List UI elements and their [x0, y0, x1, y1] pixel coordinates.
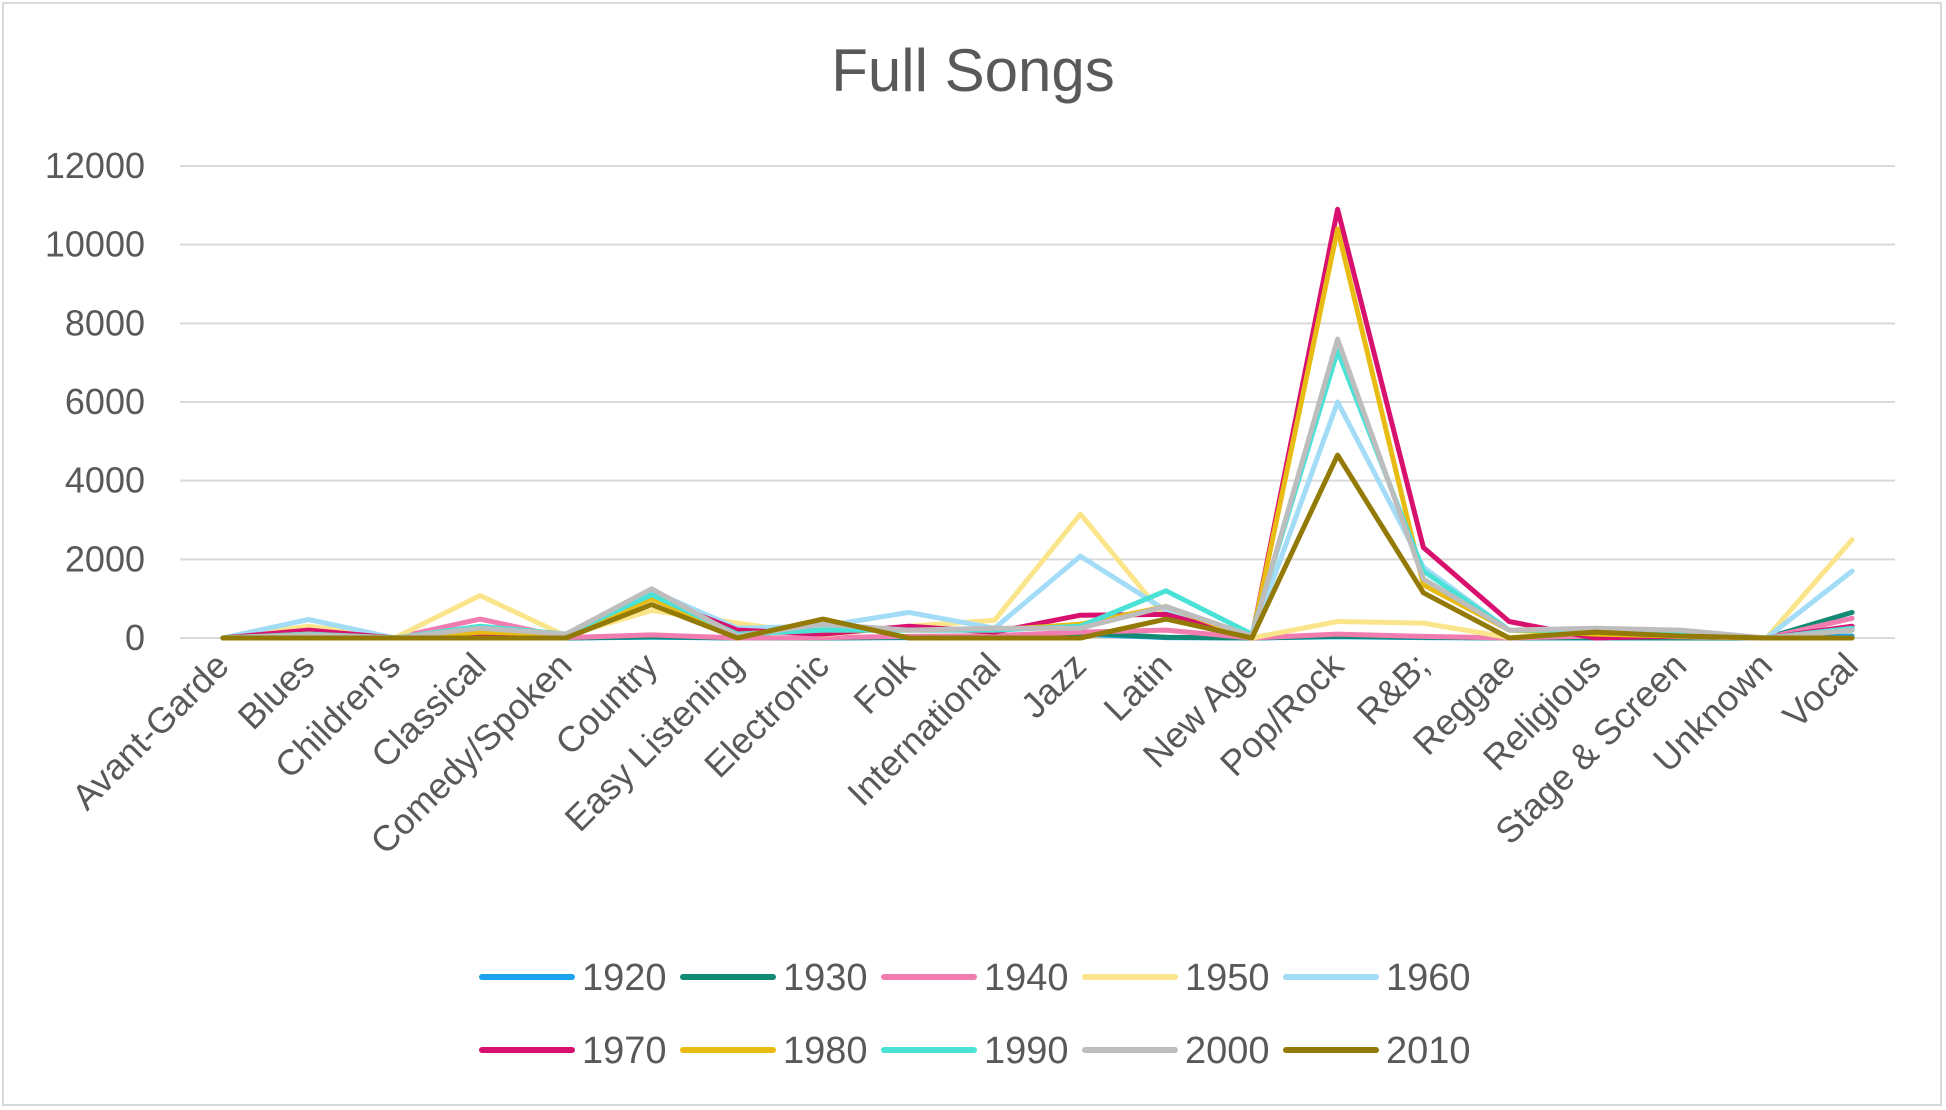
legend-label: 1990 [984, 1030, 1069, 1072]
legend-label: 1960 [1386, 957, 1471, 999]
legend-label: 1940 [984, 957, 1069, 999]
x-tick-label: Vocal [1775, 645, 1866, 736]
legend-label: 1920 [582, 957, 667, 999]
y-tick-label: 4000 [65, 460, 145, 501]
x-axis-ticks: Avant-GardeBluesChildren'sClassicalComed… [64, 644, 1866, 862]
series-line-1970 [220, 206, 1855, 641]
legend-item-1960: 1960 [1283, 957, 1471, 999]
legend-item-1990: 1990 [881, 1030, 1069, 1072]
series-line-1980 [220, 226, 1855, 641]
y-tick-label: 8000 [65, 302, 145, 343]
series-lines [220, 206, 1855, 641]
legend: 1920 1930 1940 1950 1960 1970 1980 1990 2000 2010 [479, 957, 1471, 1072]
legend-label: 1950 [1185, 957, 1270, 999]
gridlines [180, 165, 1895, 639]
legend-item-1930: 1930 [680, 957, 868, 999]
legend-item-1980: 1980 [680, 1030, 868, 1072]
series-line-2000 [220, 336, 1855, 641]
x-tick-label: International [839, 645, 1008, 814]
legend-item-2000: 2000 [1082, 1030, 1270, 1072]
y-tick-label: 0 [125, 617, 145, 658]
y-tick-label: 12000 [45, 145, 145, 186]
y-tick-label: 10000 [45, 224, 145, 265]
legend-label: 1930 [783, 957, 868, 999]
series-line-2010 [220, 452, 1855, 641]
legend-item-2010: 2010 [1283, 1030, 1471, 1072]
y-tick-label: 2000 [65, 538, 145, 579]
legend-label: 1980 [783, 1030, 868, 1072]
y-tick-label: 6000 [65, 381, 145, 422]
legend-item-1940: 1940 [881, 957, 1069, 999]
y-axis-ticks: 0 2000 4000 6000 8000 10000 12000 [45, 145, 145, 658]
chart-title: Full Songs [831, 37, 1115, 104]
x-tick-label: Avant-Garde [64, 645, 237, 818]
legend-label: 1970 [582, 1030, 667, 1072]
legend-label: 2010 [1386, 1030, 1471, 1072]
legend-item-1920: 1920 [479, 957, 667, 999]
x-tick-label: Folk [845, 644, 923, 722]
legend-item-1970: 1970 [479, 1030, 667, 1072]
legend-item-1950: 1950 [1082, 957, 1270, 999]
x-tick-label: Jazz [1013, 645, 1094, 726]
legend-label: 2000 [1185, 1030, 1270, 1072]
